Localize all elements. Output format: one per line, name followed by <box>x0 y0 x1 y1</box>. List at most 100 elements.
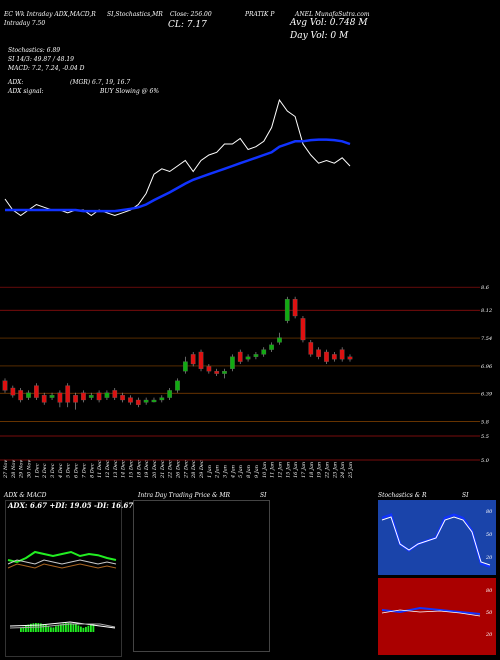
header-symbol: PRATIK P <box>245 11 275 18</box>
adx-line <box>7 563 117 569</box>
minus-di-line <box>7 559 117 565</box>
macd-histogram-bar <box>42 624 45 632</box>
x-axis-label: 27 Nov <box>3 460 9 479</box>
x-axis-label: 3 Dec <box>50 463 56 478</box>
intraday-panel <box>133 500 270 652</box>
x-axis-label: 25 Jan <box>348 462 354 479</box>
x-axis-label: 20 Dec <box>152 460 158 479</box>
x-axis-label: 3 Jan <box>223 465 229 478</box>
x-axis-label: 11 Jan <box>270 462 276 478</box>
rsi-level-label: 20 <box>485 632 493 638</box>
price-level-label: 6.39 <box>481 391 493 397</box>
adx-signal-label: ADX signal: <box>8 88 44 95</box>
x-axis-label: 21 Dec <box>160 460 166 479</box>
price-level-label: 8.6 <box>481 285 490 291</box>
x-axis-label: 10 Jan <box>262 462 268 478</box>
candle-body <box>261 349 267 355</box>
candle-body <box>151 399 157 403</box>
macd-line <box>9 621 116 629</box>
candle-body <box>245 356 251 360</box>
candle-body <box>300 318 306 341</box>
candle-body <box>159 397 165 401</box>
candle-body <box>347 356 353 360</box>
x-axis-label: 13 Dec <box>113 460 119 478</box>
macd-histogram-bar <box>20 628 22 632</box>
macd-histogram-bar <box>52 627 55 632</box>
price-level-label: 5.8 <box>481 420 489 426</box>
x-axis-label: 1 Dec <box>34 463 40 478</box>
candle-body <box>175 380 180 391</box>
header-line1b: SI,Stochastics,MR <box>107 11 163 18</box>
moving-average-line <box>5 138 351 213</box>
rsi-signal-line <box>381 609 481 617</box>
macd-histogram-bar <box>27 624 30 632</box>
header-site: ANEL MunafaSutra.com <box>295 11 370 18</box>
candle-body <box>112 390 118 398</box>
candle-body <box>41 395 47 403</box>
candle-body <box>324 351 329 362</box>
candle-body <box>26 392 31 398</box>
x-axis-label: 2 Dec <box>42 463 48 479</box>
macd-histogram-bar <box>82 627 85 632</box>
x-axis-label: 22 Dec <box>168 460 174 479</box>
macd-histogram-bar <box>40 623 42 632</box>
candle-body <box>308 342 314 355</box>
macd-histogram-bar <box>67 623 70 632</box>
candle-body <box>135 399 141 405</box>
macd-histogram-bar <box>90 624 92 632</box>
x-axis-label: 4 Jan <box>230 465 236 479</box>
x-axis-label: 5 Dec <box>66 463 72 478</box>
x-axis-label: 18 Jan <box>309 462 315 478</box>
intraday-panel-title: Intra Day Trading Price & MR <box>138 492 231 499</box>
x-axis-label: 8 Dec <box>89 463 95 478</box>
x-axis-label: 7 Dec <box>81 463 87 478</box>
macd-histogram-bar <box>55 626 57 632</box>
x-axis-label: 29 Nov <box>19 460 25 479</box>
x-axis-label: 11 Dec <box>97 460 103 478</box>
macd-histogram-bar <box>80 626 82 632</box>
candle-body <box>88 395 94 398</box>
intraday-panel-si: SI <box>260 492 267 499</box>
candle-body <box>34 385 39 398</box>
candle-body <box>206 366 212 372</box>
stochastic-d-line <box>381 516 491 566</box>
header-close: Close: 256.00 <box>170 11 212 18</box>
stochastics-readout: Stochastics: 6.89 <box>8 47 61 54</box>
x-axis-label: 30 Nov <box>27 460 33 478</box>
candle-body <box>182 361 188 372</box>
stochastic-k-line <box>381 513 491 568</box>
candle-body <box>73 395 78 403</box>
rsi-line <box>381 606 481 615</box>
price-level-label: 7.54 <box>481 336 492 342</box>
x-axis-label: 19 Dec <box>144 460 150 478</box>
macd-readout: MACD: 7.2, 7.24, -0.04 D <box>8 65 85 72</box>
stoch-panel-title: Stochastics & R <box>378 492 427 499</box>
candle-body <box>222 371 227 374</box>
macd-histogram-bar <box>47 626 50 632</box>
macd-histogram-bar <box>25 625 27 632</box>
adx-label: ADX: <box>8 79 24 86</box>
price-level-label: 5.5 <box>481 434 489 440</box>
candle-body <box>269 344 274 350</box>
x-axis-label: 15 Jan <box>285 462 291 478</box>
adx-panel-readout: ADX: 6.67 +DI: 19.05 -DI: 16.67 <box>8 501 134 510</box>
x-axis-label: 14 Dec <box>121 460 127 478</box>
x-axis-label: 26 Dec <box>176 460 182 479</box>
candle-body <box>284 299 290 321</box>
x-axis-label: 22 Jan <box>324 462 330 479</box>
macd-histogram-bar <box>65 623 67 632</box>
candle-body <box>104 392 110 398</box>
x-axis-label: 24 Jan <box>340 462 346 479</box>
candle-body <box>65 385 71 403</box>
price-level-label: 8.12 <box>481 308 492 314</box>
mgr-readout: (MGR) 6.7, 19, 16.7 <box>70 79 131 86</box>
plus-di-line <box>7 550 117 564</box>
candle-body <box>10 387 16 396</box>
x-axis-label: 18 Dec <box>136 460 142 478</box>
price-level-label: 5.0 <box>481 458 490 464</box>
x-axis-label: 27 Dec <box>183 460 189 479</box>
price-level-label: 6.96 <box>481 364 493 370</box>
x-axis-label: 15 Dec <box>128 460 134 478</box>
candle-body <box>214 371 220 374</box>
